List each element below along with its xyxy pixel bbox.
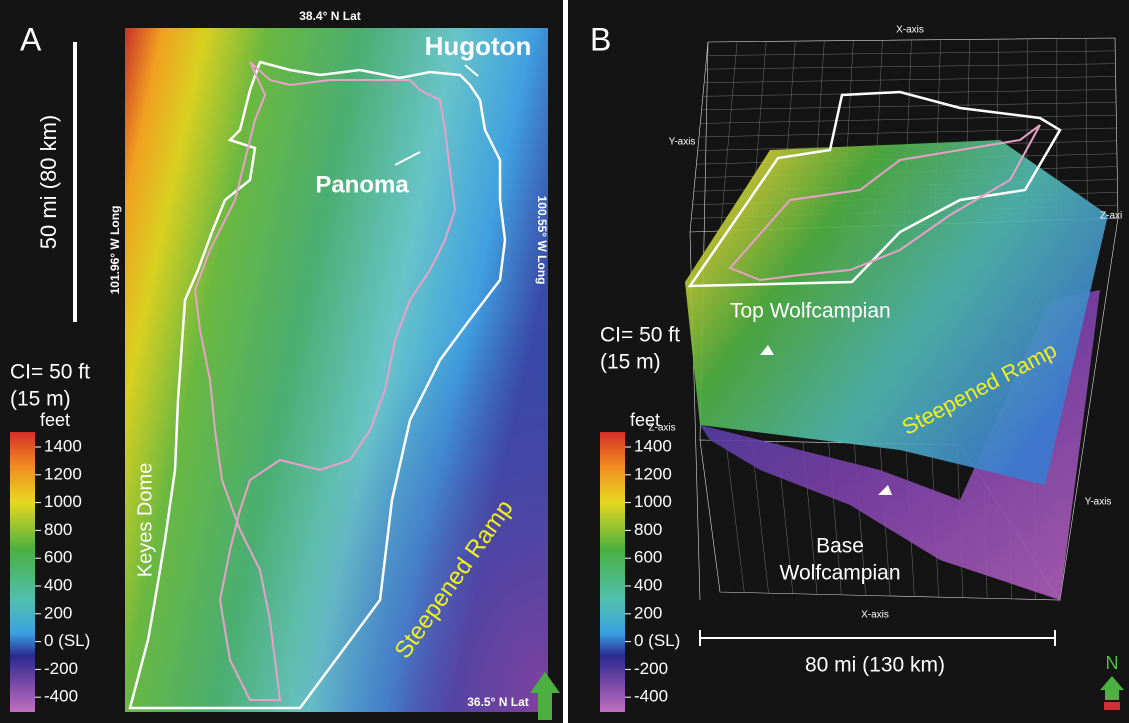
- legend-title: feet: [40, 410, 70, 430]
- feature-label: Keyes Dome: [134, 463, 156, 578]
- legend-label: 1400: [44, 436, 82, 455]
- long-label: 101.96° W Long: [108, 206, 122, 295]
- contour-interval: CI= 50 ft: [10, 361, 90, 384]
- contour-interval: CI= 50 ft: [600, 324, 680, 347]
- legend-label: 0 (SL): [44, 631, 90, 650]
- legend-title: feet: [630, 410, 660, 430]
- lat-label: 36.5° N Lat: [467, 695, 529, 709]
- legend-label: 1000: [44, 492, 82, 511]
- figure: A 50 mi (80 km) 38.4° N Lat 36.5° N Lat …: [0, 0, 1129, 723]
- axis-label: X-axis: [896, 25, 924, 36]
- contour-interval: (15 m): [600, 351, 661, 374]
- legend-label: -400: [44, 687, 78, 706]
- legend-label: 800: [44, 520, 72, 539]
- contour-interval: (15 m): [10, 388, 71, 411]
- legend-label: 0 (SL): [634, 631, 680, 650]
- legend-label: 1000: [634, 492, 672, 511]
- lat-label: 38.4° N Lat: [299, 9, 361, 23]
- panel-label: A: [20, 21, 42, 57]
- legend-label: 600: [634, 548, 662, 567]
- axis-label: X-axis: [861, 610, 889, 621]
- scale-label: 50 mi (80 km): [36, 115, 61, 249]
- legend-label: -200: [634, 659, 668, 678]
- surface-label: Wolfcampian: [780, 562, 901, 585]
- legend-label: 400: [44, 575, 72, 594]
- axis-label: Y-axis: [669, 137, 696, 148]
- legend-label: 400: [634, 575, 662, 594]
- long-label: 100.55° W Long: [535, 196, 549, 285]
- north-label: N: [1106, 653, 1119, 673]
- color-bar: [10, 432, 35, 712]
- panel-label: B: [590, 21, 611, 57]
- axis-label: Y-axis: [1085, 497, 1112, 508]
- region-label: Panoma: [315, 171, 409, 198]
- legend-label: -400: [634, 687, 668, 706]
- legend-label: 1400: [634, 436, 672, 455]
- region-label: Hugoton: [425, 31, 532, 61]
- legend-label: 200: [44, 603, 72, 622]
- color-bar: [600, 432, 625, 712]
- axis-label: Z-axi: [1100, 211, 1122, 222]
- legend-label: 200: [634, 603, 662, 622]
- legend-label: 600: [44, 548, 72, 567]
- legend-label: 800: [634, 520, 662, 539]
- surface-label: Top Wolfcampian: [730, 300, 891, 323]
- legend-label: 1200: [634, 464, 672, 483]
- surface-label: Base: [816, 535, 864, 558]
- legend-label: 1200: [44, 464, 82, 483]
- north-arrow-base: [1104, 702, 1120, 710]
- scale-label: 80 mi (130 km): [805, 654, 945, 677]
- legend-label: -200: [44, 659, 78, 678]
